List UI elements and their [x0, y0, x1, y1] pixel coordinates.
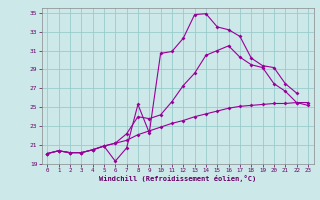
X-axis label: Windchill (Refroidissement éolien,°C): Windchill (Refroidissement éolien,°C)	[99, 175, 256, 182]
